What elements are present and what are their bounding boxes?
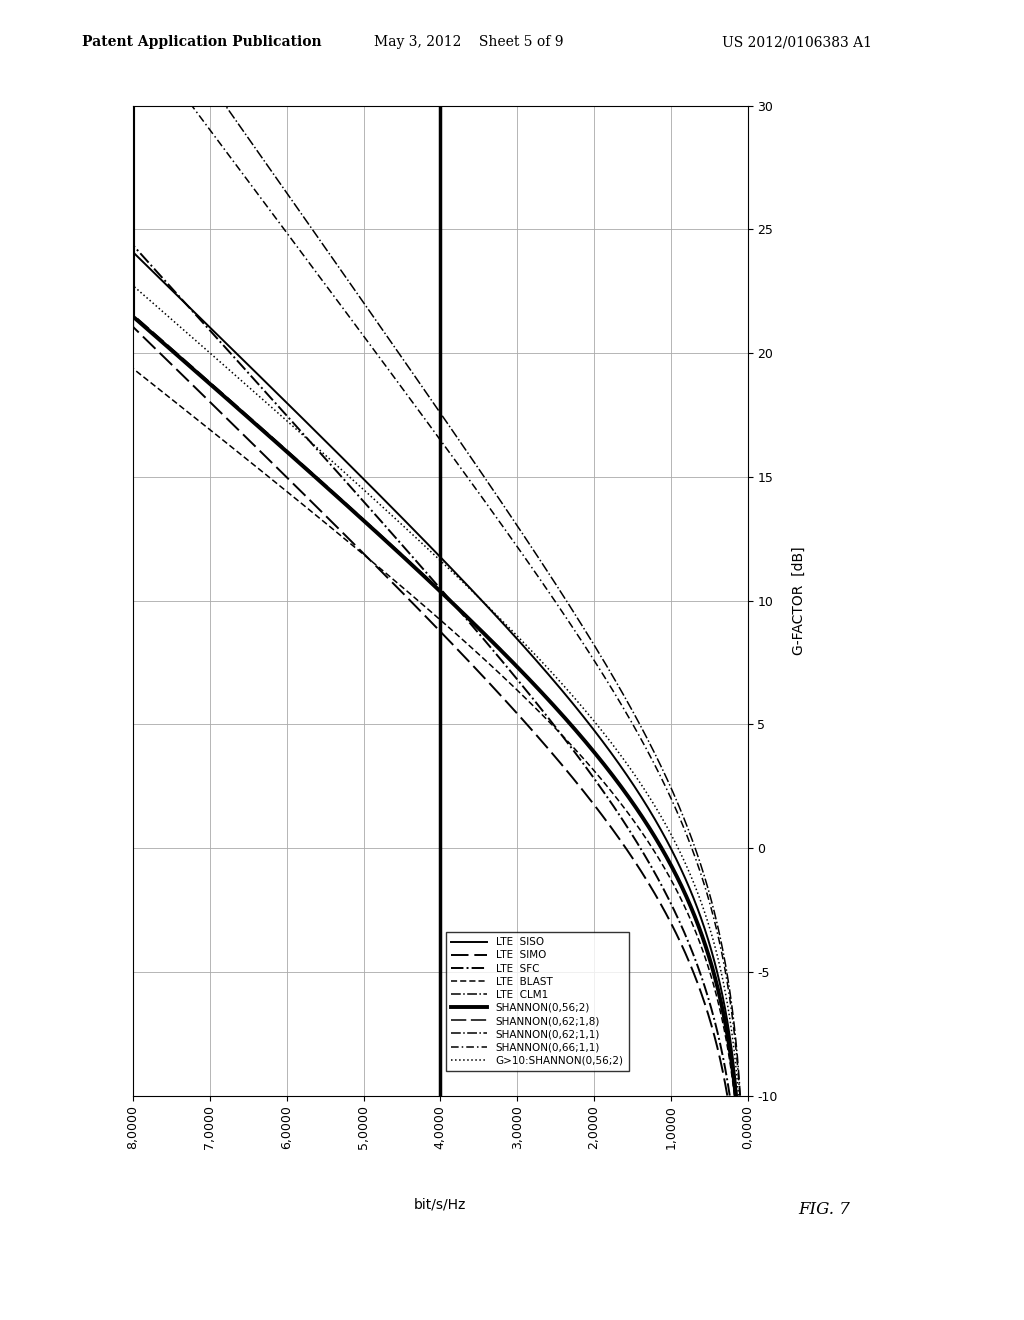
Legend: LTE  SISO, LTE  SIMO, LTE  SFC, LTE  BLAST, LTE  CLM1, SHANNON(0,56;2), SHANNON(: LTE SISO, LTE SIMO, LTE SFC, LTE BLAST, … [445,932,629,1071]
Text: May 3, 2012    Sheet 5 of 9: May 3, 2012 Sheet 5 of 9 [374,36,563,49]
Text: US 2012/0106383 A1: US 2012/0106383 A1 [722,36,871,49]
Text: FIG. 7: FIG. 7 [799,1201,851,1218]
Y-axis label: G-FACTOR  [dB]: G-FACTOR [dB] [792,546,806,655]
X-axis label: bit/s/Hz: bit/s/Hz [414,1199,467,1212]
Text: Patent Application Publication: Patent Application Publication [82,36,322,49]
